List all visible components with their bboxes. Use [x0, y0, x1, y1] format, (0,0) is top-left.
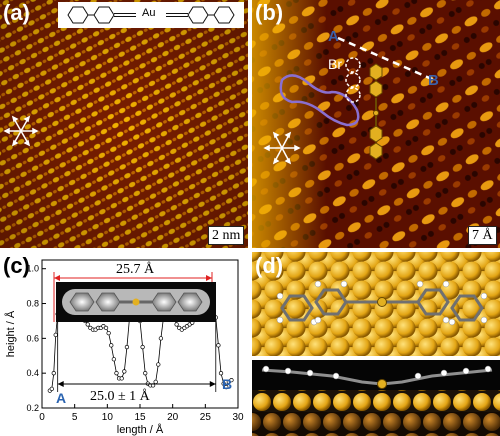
data-point — [140, 344, 145, 350]
overlay-molecule-model — [369, 63, 383, 160]
height-profile-chart: 0 5 10 15 20 25 30 0.2 0.4 0.6 0.8 1.0 length / Å hei… — [4, 259, 244, 436]
data-point — [111, 357, 117, 362]
x-tick-label: 30 — [232, 412, 244, 423]
panel-a-scalebar: 2 nm — [208, 226, 245, 245]
data-point — [156, 362, 161, 367]
panel-a-label: (a) — [3, 0, 30, 25]
molecule-structure-inset: Au — [58, 2, 244, 28]
data-point — [174, 322, 179, 327]
panel-d-label: (d) — [255, 253, 284, 278]
stm-image-b — [252, 0, 500, 248]
y-tick-label: 0.6 — [26, 333, 39, 343]
line-profile-path — [337, 36, 435, 82]
data-point — [85, 322, 90, 327]
adsorbed-molecule-side-view — [261, 365, 493, 389]
arrowhead — [206, 275, 212, 281]
x-tick-label: 0 — [39, 412, 45, 423]
arrowhead — [57, 381, 64, 387]
y-axis-label: height / Å — [4, 310, 17, 357]
molecule-center-atom: Au — [142, 7, 156, 19]
profile-marker-a: A — [328, 28, 339, 45]
panel-b-stm-image: (b) A B Br 7 Å — [252, 0, 500, 248]
panel-c-label: (c) — [3, 253, 30, 278]
bromine-label: Br — [328, 56, 342, 72]
data-point — [109, 343, 114, 348]
data-point — [122, 369, 127, 374]
data-point — [114, 371, 119, 376]
x-tick-label: 10 — [102, 412, 114, 423]
y-tick-label: 1.0 — [26, 264, 39, 274]
arrowhead — [54, 275, 60, 281]
y-tick-label: 0.8 — [26, 299, 39, 309]
molecule-heightmap-inset — [56, 282, 216, 322]
arrowhead — [209, 381, 216, 387]
x-tick-label: 5 — [72, 412, 78, 423]
data-point — [119, 376, 124, 381]
stm-image-a — [0, 0, 248, 248]
molecule-outline — [279, 74, 360, 127]
bottom-dimension-label: 25.0 ± 1 Å — [90, 389, 150, 404]
adsorbed-molecule-top-view — [276, 280, 488, 326]
panel-b-scalebar: 7 Å — [468, 226, 497, 245]
data-point — [124, 344, 130, 350]
data-point — [103, 325, 109, 331]
data-point — [153, 379, 158, 385]
profile-marker-a: A — [56, 390, 67, 406]
data-point — [51, 371, 56, 376]
panel-c-height-profile: 0 5 10 15 20 25 30 0.2 0.4 0.6 0.8 1.0 length / Å hei… — [0, 252, 248, 436]
data-point — [229, 377, 234, 383]
profile-marker-b: B — [428, 72, 439, 89]
profile-marker-b: B — [222, 376, 233, 392]
data-point — [106, 330, 111, 336]
y-tick-label: 0.2 — [26, 403, 39, 413]
panel-d-model: (d) — [252, 252, 500, 436]
panel-a-stm-image: (a) Au 2 nm — [0, 0, 248, 248]
panel-b-label: (b) — [255, 0, 284, 25]
data-point — [143, 371, 148, 376]
molecule-render-icon — [62, 289, 210, 315]
data-point — [224, 384, 229, 390]
x-tick-label: 20 — [167, 412, 179, 423]
y-tick-label: 0.4 — [26, 368, 39, 378]
data-point — [221, 381, 226, 386]
bromine-atom-markers — [345, 57, 361, 103]
crystal-direction-arrows-icon — [263, 131, 301, 165]
x-axis-label: length / Å — [117, 423, 164, 436]
crystal-direction-arrows-icon — [3, 115, 39, 147]
data-point — [49, 386, 54, 391]
top-dimension-label: 25.7 Å — [116, 262, 155, 277]
x-tick-label: 25 — [200, 412, 212, 423]
data-point — [53, 332, 58, 338]
molecule-skeleton-icon — [67, 6, 235, 24]
dft-model-render — [252, 252, 500, 436]
data-point — [158, 336, 164, 341]
data-point — [218, 371, 224, 376]
x-tick-label: 15 — [134, 412, 146, 423]
data-point — [216, 343, 221, 348]
